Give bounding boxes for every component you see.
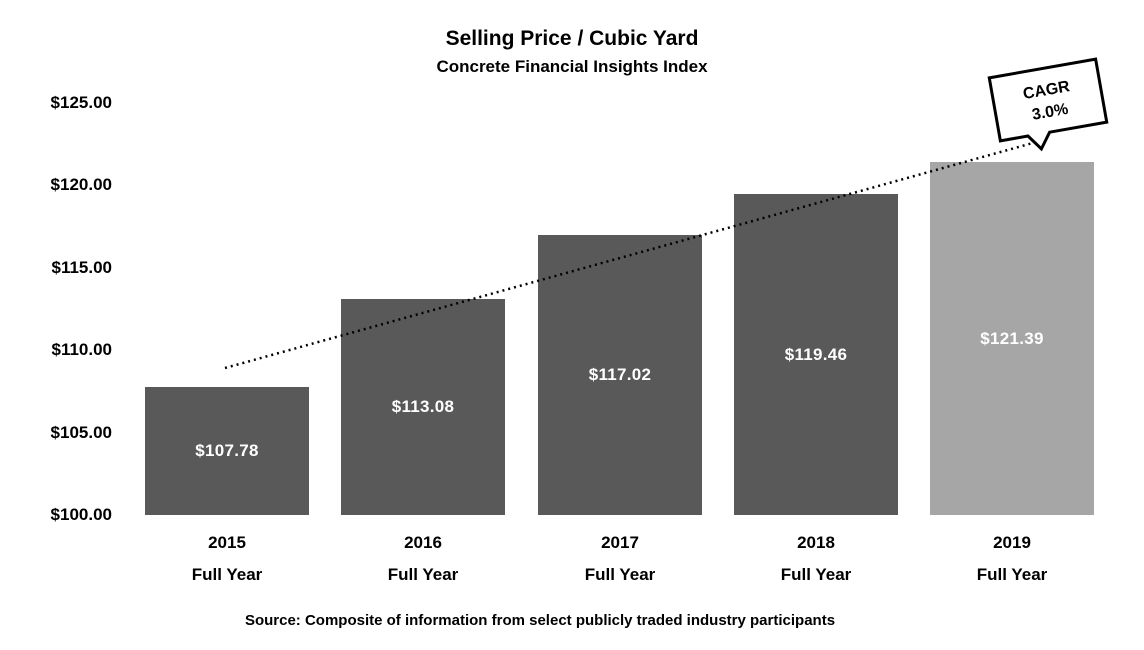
period-label: Full Year [976,565,1048,584]
year-label: 2016 [404,533,442,552]
bar-2017: $117.02 [538,235,702,515]
bar-2016: $113.08 [341,299,505,515]
bar-value-label: $107.78 [195,441,259,460]
callout-line1: CAGR [1022,78,1072,103]
x-axis-label-2016: 2016 Full Year [341,532,505,586]
x-axis-label-2017: 2017 Full Year [538,532,702,586]
period-label: Full Year [387,565,459,584]
callout-line2: 3.0% [1031,101,1070,124]
y-tick-label: $125.00 [50,93,112,112]
year-label: 2017 [601,533,639,552]
bar-value-label: $121.39 [980,328,1044,348]
period-label: Full Year [584,565,656,584]
source-note: Source: Composite of information from se… [244,612,836,629]
y-tick-label: $115.00 [51,258,112,277]
bar-2019: $121.39 [930,162,1094,515]
year-label: 2019 [993,533,1031,552]
chart-title: Selling Price / Cubic Yard [445,27,699,50]
x-axis-label-2015: 2015 Full Year [145,532,309,586]
y-tick-label: $120.00 [50,175,112,194]
period-label: Full Year [780,565,852,584]
year-label: 2018 [797,533,835,552]
bar-value-label: $113.08 [391,397,455,416]
y-tick-label: $100.00 [50,505,112,524]
x-axis-label-2019: 2019 Full Year [930,532,1094,586]
bar-value-label: $117.02 [588,365,652,384]
period-label: Full Year [191,565,263,584]
chart-subtitle: Concrete Financial Insights Index [436,57,708,76]
bar-2018: $119.46 [734,194,898,515]
y-tick-label: $110.00 [51,340,112,359]
bar-value-label: $119.46 [784,344,848,364]
bar-2015: $107.78 [145,387,309,515]
y-tick-label: $105.00 [50,423,112,442]
x-axis-label-2018: 2018 Full Year [734,532,898,586]
year-label: 2015 [208,533,246,552]
